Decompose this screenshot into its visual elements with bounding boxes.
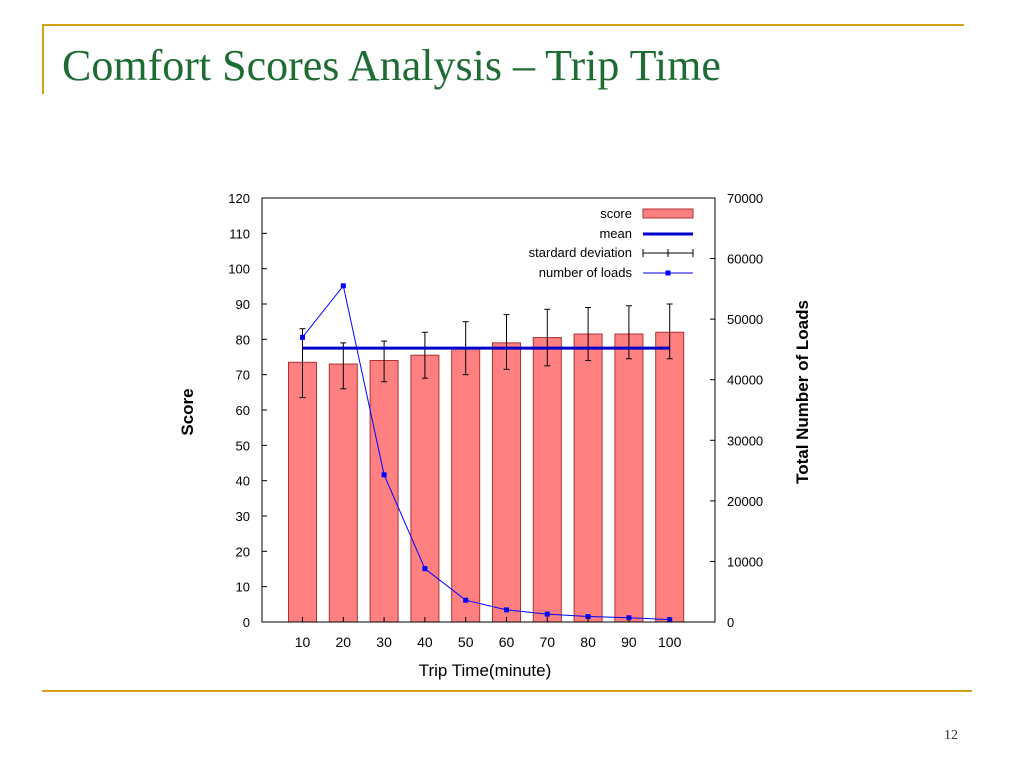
score-bar bbox=[451, 347, 481, 623]
error-bar bbox=[585, 307, 592, 362]
loads-point bbox=[463, 597, 469, 603]
loads-point bbox=[381, 472, 387, 478]
error-bar bbox=[340, 342, 347, 390]
x-tick-label: 90 bbox=[621, 634, 637, 650]
y-tick-label: 110 bbox=[229, 226, 250, 241]
error-bars bbox=[299, 303, 673, 399]
loads-point bbox=[585, 614, 591, 620]
score-bar bbox=[492, 342, 521, 623]
y-axis-ticks: 0 10 20 30 40 50 60 70 80 90 100 110 120 bbox=[228, 191, 267, 630]
error-bar bbox=[421, 331, 428, 379]
loads-point bbox=[504, 607, 509, 613]
y-axis-label: Score bbox=[178, 388, 197, 435]
x-tick-label: 100 bbox=[658, 634, 682, 650]
y-tick-label: 30 bbox=[236, 509, 250, 524]
score-bar bbox=[328, 363, 358, 623]
x-tick-label: 10 bbox=[295, 634, 311, 650]
loads-point bbox=[340, 283, 346, 289]
accent-top-line bbox=[42, 24, 964, 26]
y-tick-label: 10 bbox=[236, 580, 250, 595]
y-tick-label: 0 bbox=[243, 615, 250, 630]
score-bar bbox=[532, 337, 562, 623]
x-tick-label: 80 bbox=[580, 634, 596, 650]
y-tick-label: 60 bbox=[236, 403, 250, 418]
score-bar bbox=[369, 360, 399, 623]
score-bar bbox=[614, 333, 644, 623]
y-tick-label: 50 bbox=[236, 438, 250, 453]
score-bar bbox=[288, 361, 317, 623]
y2-tick-label: 50000 bbox=[727, 312, 763, 327]
y-tick-label: 40 bbox=[236, 474, 250, 489]
x-tick-label: 50 bbox=[458, 634, 474, 650]
x-axis-ticks: 10 20 30 40 50 60 70 80 90 100 bbox=[295, 617, 682, 650]
y-tick-label: 90 bbox=[236, 297, 250, 312]
legend-label-score: score bbox=[600, 206, 632, 221]
x-tick-label: 20 bbox=[336, 634, 352, 650]
loads-point bbox=[422, 566, 428, 572]
y2-tick-label: 40000 bbox=[727, 373, 763, 388]
y-tick-label: 100 bbox=[228, 262, 250, 277]
x-tick-label: 70 bbox=[540, 634, 556, 650]
x-tick-label: 60 bbox=[499, 634, 515, 650]
y-tick-label: 120 bbox=[228, 191, 250, 206]
score-bar bbox=[655, 331, 685, 623]
y2-tick-label: 60000 bbox=[727, 252, 763, 267]
score-bar bbox=[410, 354, 440, 623]
y2-tick-label: 0 bbox=[727, 615, 734, 630]
page-number: 12 bbox=[944, 728, 958, 743]
y-tick-label: 20 bbox=[236, 544, 250, 559]
y2-tick-label: 30000 bbox=[727, 433, 763, 448]
error-bar bbox=[544, 308, 551, 367]
slide-title: Comfort Scores Analysis – Trip Time bbox=[62, 41, 721, 90]
legend-swatch-score bbox=[642, 208, 694, 219]
error-bar bbox=[625, 305, 632, 360]
legend-label-std: stardard deviation bbox=[529, 245, 632, 260]
y2-axis-label: Total Number of Loads bbox=[793, 300, 812, 484]
y2-tick-label: 70000 bbox=[727, 191, 763, 206]
error-bar bbox=[299, 328, 306, 399]
legend-label-loads: number of loads bbox=[539, 265, 633, 280]
legend-swatch-std bbox=[642, 249, 694, 257]
y2-tick-label: 20000 bbox=[727, 494, 763, 509]
error-bar bbox=[503, 314, 510, 370]
accent-bottom-line bbox=[42, 690, 972, 692]
score-bar bbox=[573, 333, 603, 623]
y2-axis-ticks: 0 10000 20000 30000 40000 50000 60000 70000 bbox=[710, 191, 763, 630]
loads-point bbox=[544, 611, 550, 617]
x-tick-label: 30 bbox=[376, 634, 392, 650]
legend: score mean stardard deviation number of … bbox=[529, 206, 694, 280]
y-tick-label: 80 bbox=[236, 332, 250, 347]
loads-point bbox=[300, 334, 305, 340]
loads-line bbox=[302, 284, 670, 621]
x-axis-label: Trip Time(minute) bbox=[419, 661, 552, 680]
x-tick-label: 40 bbox=[417, 634, 433, 650]
score-bars bbox=[288, 331, 685, 623]
chart: 0 10 20 30 40 50 60 70 80 90 100 110 120 0 10000 20000… bbox=[178, 191, 812, 680]
legend-label-mean: mean bbox=[599, 226, 632, 241]
legend-swatch-loads bbox=[643, 270, 693, 276]
accent-vertical-line bbox=[42, 24, 44, 94]
y-tick-label: 70 bbox=[236, 368, 250, 383]
y2-tick-label: 10000 bbox=[727, 554, 763, 569]
